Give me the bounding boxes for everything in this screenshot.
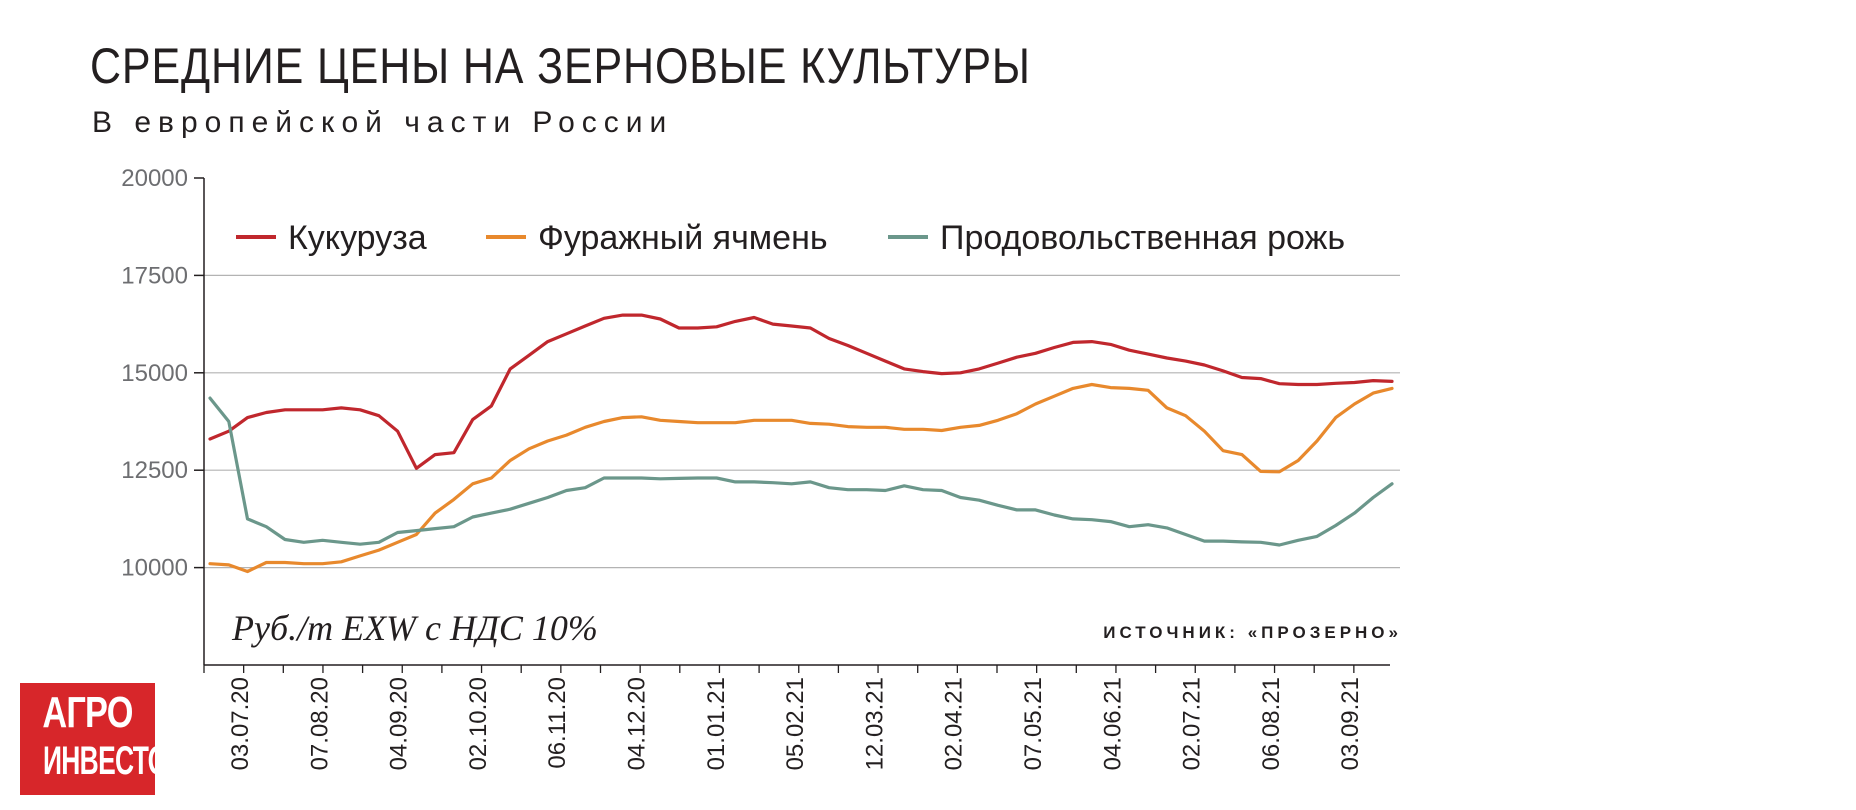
- series-lines: [208, 313, 1394, 574]
- y-tick-label: 20000: [121, 165, 188, 192]
- x-tick-label: 04.12.20: [624, 677, 651, 770]
- series-line-0: [208, 313, 1394, 470]
- x-tick-label: 02.04.21: [941, 677, 968, 770]
- y-tick-label: 12500: [121, 457, 188, 484]
- legend-label: Фуражный ячмень: [538, 219, 828, 257]
- source-label: ИСТОЧНИК: «ПРОЗЕРНО»: [1103, 623, 1402, 642]
- y-tick-label: 17500: [121, 262, 188, 289]
- y-tick-labels: 10000 12500 15000 17500 20000: [121, 165, 188, 582]
- logo-line-1: АГРО: [42, 688, 133, 737]
- x-tick-label: 07.05.21: [1020, 677, 1047, 770]
- logo-line-2: ИНВЕСТОР: [42, 739, 185, 783]
- legend-label: Продовольственная рожь: [940, 219, 1345, 257]
- legend: Кукуруза Фуражный ячмень Продовольственная…: [236, 219, 1345, 257]
- x-tick-label: 02.10.20: [465, 677, 492, 770]
- legend-label: Кукуруза: [288, 219, 427, 257]
- x-tick-labels: 03.07.20 07.08.20 04.09.20 02.10.20 06.11.20…: [227, 677, 1364, 770]
- x-tick-label: 06.08.21: [1258, 677, 1285, 770]
- unit-label: Руб./т EXW с НДС 10%: [231, 608, 598, 648]
- x-tick-label: 05.02.21: [782, 677, 809, 770]
- x-tick-label: 12.03.21: [861, 677, 888, 770]
- x-tick-label: 02.07.21: [1179, 677, 1206, 770]
- chart-subtitle: В европейской части России: [92, 106, 674, 139]
- series-line-1: [208, 382, 1394, 574]
- y-tick-label: 15000: [121, 360, 188, 387]
- agroinvestor-logo: АГРО ИНВЕСТОР: [20, 683, 185, 795]
- series-line-2: [208, 396, 1394, 547]
- x-tick-label: 03.07.20: [227, 677, 254, 770]
- x-tick-label: 07.08.20: [306, 677, 333, 770]
- chart-title: СРЕДНИЕ ЦЕНЫ НА ЗЕРНОВЫЕ КУЛЬТУРЫ: [90, 38, 1031, 94]
- x-tick-label: 04.09.20: [386, 677, 413, 770]
- x-tick-label: 06.11.20: [544, 677, 571, 769]
- x-tick-label: 04.06.21: [1099, 677, 1126, 770]
- x-tick-label: 01.01.21: [703, 677, 730, 770]
- axes: [194, 177, 1390, 673]
- y-tick-label: 10000: [121, 555, 188, 582]
- grid-lines: [204, 274, 1400, 569]
- x-tick-label: 03.09.21: [1337, 677, 1364, 770]
